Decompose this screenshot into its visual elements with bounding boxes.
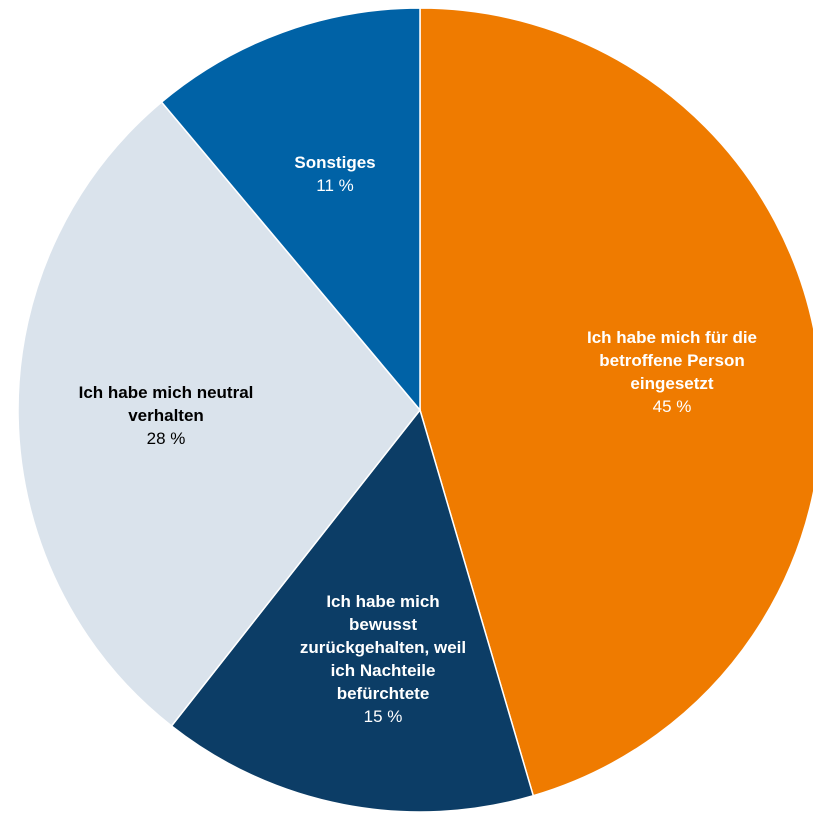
pie-slice-4 xyxy=(160,7,421,413)
slice-category-line: Ich habe mich für die xyxy=(587,328,757,347)
slice-label-3: Ich habe mich neutral verhalten 28 % xyxy=(79,383,254,448)
pie-slice-2 xyxy=(170,408,535,813)
slice-label-1: Ich habe mich für die betroffene Person ei… xyxy=(587,328,757,416)
slice-category-line: zurückgehalten, weil xyxy=(300,638,466,657)
pie-slices xyxy=(17,7,813,813)
slice-value-label: 45 % xyxy=(653,397,692,416)
slice-category-line: Ich habe mich neutral xyxy=(79,383,254,402)
slice-category-line: ich Nachteile xyxy=(331,661,436,680)
slice-label-2: Ich habe mich bewusst zurückgehalten, weil… xyxy=(300,592,466,726)
slice-category-line: bewusst xyxy=(349,615,417,634)
pie-slice-1 xyxy=(419,7,813,797)
pie-labels: Ich habe mich für die betroffene Person ei… xyxy=(79,153,757,726)
slice-category-line: betroffene Person xyxy=(599,351,744,370)
slice-value-label: 28 % xyxy=(147,429,186,448)
slice-category-line: befürchtete xyxy=(337,684,430,703)
slice-category-line: verhalten xyxy=(128,406,204,425)
slice-category-line: eingesetzt xyxy=(630,374,713,393)
slice-label-4: Sonstiges 11 % xyxy=(294,153,375,195)
slice-category-line: Sonstiges xyxy=(294,153,375,172)
slice-value-label: 11 % xyxy=(316,176,354,195)
pie-slice-3 xyxy=(17,100,421,728)
slice-category-line: Ich habe mich xyxy=(326,592,439,611)
slice-value-label: 15 % xyxy=(364,707,403,726)
